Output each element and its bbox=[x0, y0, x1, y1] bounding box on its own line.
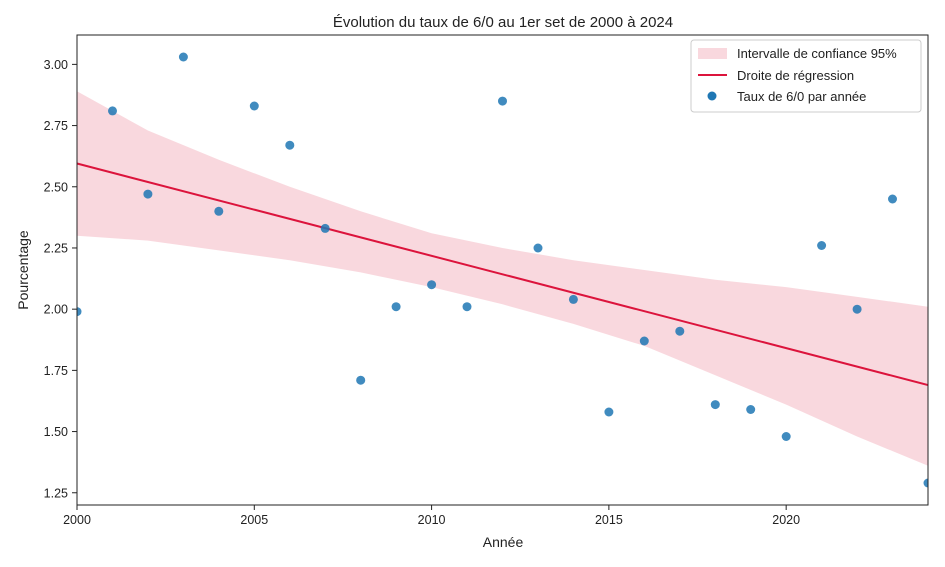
data-point-2014 bbox=[568, 294, 578, 304]
legend-label-line: Droite de régression bbox=[737, 68, 854, 83]
data-point-2016 bbox=[639, 336, 649, 346]
chart-title: Évolution du taux de 6/0 au 1er set de 2… bbox=[333, 14, 673, 31]
confidence-band bbox=[77, 91, 928, 466]
y-tick-label: 1.50 bbox=[44, 425, 68, 439]
x-tick-label: 2000 bbox=[63, 513, 91, 527]
x-tick-label: 2010 bbox=[418, 513, 446, 527]
y-tick-label: 2.00 bbox=[44, 303, 68, 317]
x-axis-label: Année bbox=[483, 534, 524, 550]
data-point-2013 bbox=[533, 243, 543, 253]
y-tick-label: 3.00 bbox=[44, 58, 68, 72]
data-point-2024 bbox=[923, 478, 928, 488]
data-point-2001 bbox=[108, 106, 117, 116]
data-point-2007 bbox=[320, 223, 330, 233]
regression-line-layer bbox=[76, 162, 929, 387]
data-point-2004 bbox=[214, 206, 224, 216]
data-point-2012 bbox=[498, 96, 507, 106]
y-tick-label: 2.75 bbox=[44, 119, 68, 133]
legend: Intervalle de confiance 95% Droite de ré… bbox=[690, 39, 922, 113]
data-point-2022 bbox=[852, 304, 862, 314]
legend-band-swatch bbox=[698, 48, 727, 59]
plot-area bbox=[76, 52, 929, 488]
x-tick-label: 2015 bbox=[595, 513, 623, 527]
data-point-2005 bbox=[249, 101, 259, 111]
data-point-2017 bbox=[675, 326, 685, 336]
data-point-2008 bbox=[356, 375, 366, 385]
legend-label-points: Taux de 6/0 par année bbox=[737, 89, 866, 104]
y-axis: 1.25 1.50 1.75 2.00 2.25 2.50 2.75 3.00 bbox=[44, 58, 77, 500]
y-tick-label: 2.50 bbox=[44, 180, 68, 194]
y-tick-label: 1.75 bbox=[44, 364, 68, 378]
scatter-points-layer bbox=[77, 52, 928, 488]
x-tick-label: 2020 bbox=[772, 513, 800, 527]
data-point-2011 bbox=[462, 302, 472, 312]
data-point-2018 bbox=[710, 400, 720, 410]
data-point-2006 bbox=[285, 140, 295, 150]
x-tick-label: 2005 bbox=[240, 513, 268, 527]
data-point-2021 bbox=[817, 241, 827, 250]
x-axis: 2000 2005 2010 2015 2020 bbox=[63, 505, 800, 527]
confidence-band-layer bbox=[77, 91, 928, 466]
data-point-2020 bbox=[781, 432, 791, 441]
regression-line bbox=[76, 162, 929, 387]
data-point-2009 bbox=[391, 302, 401, 312]
data-point-2015 bbox=[604, 407, 614, 417]
legend-label-band: Intervalle de confiance 95% bbox=[737, 46, 897, 61]
data-point-2002 bbox=[143, 189, 153, 199]
y-tick-label: 1.25 bbox=[44, 486, 68, 500]
plot-frame bbox=[76, 34, 929, 506]
data-point-2000 bbox=[77, 307, 82, 317]
legend-box bbox=[690, 39, 922, 113]
data-point-2003 bbox=[178, 52, 188, 62]
legend-point-swatch bbox=[707, 91, 717, 101]
data-point-2019 bbox=[746, 405, 756, 414]
y-tick-label: 2.25 bbox=[44, 241, 68, 255]
data-point-2023 bbox=[888, 194, 897, 204]
y-axis-label: Pourcentage bbox=[15, 230, 31, 310]
data-point-2010 bbox=[427, 280, 437, 290]
